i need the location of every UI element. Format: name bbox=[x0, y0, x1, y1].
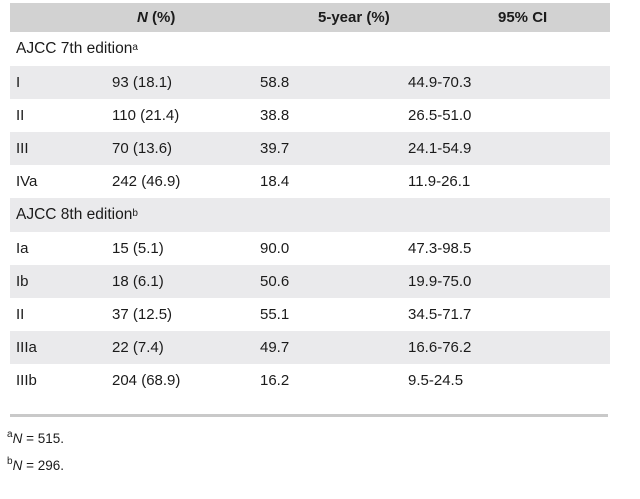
table-bottom-rule bbox=[10, 414, 608, 417]
staging-survival-table: N (%) 5-year (%) 95% CI AJCC 7th edition… bbox=[10, 3, 610, 397]
footnote-variable: N bbox=[12, 458, 23, 473]
table-row: Ia 15 (5.1) 90.0 47.3-98.5 bbox=[10, 232, 610, 265]
table-row: IIIa 22 (7.4) 49.7 16.6-76.2 bbox=[10, 331, 610, 364]
stage-cell: Ia bbox=[16, 240, 29, 257]
5year-cell: 58.8 bbox=[260, 74, 290, 91]
column-header-n: N (%) bbox=[112, 9, 260, 26]
5year-cell: 49.7 bbox=[260, 339, 290, 356]
ci-cell: 44.9-70.3 bbox=[408, 74, 472, 91]
footnote-text: = 296. bbox=[22, 458, 64, 473]
footnote-text: = 515. bbox=[22, 431, 64, 446]
column-header-n-variable: N bbox=[137, 9, 148, 26]
stage-cell: II bbox=[16, 306, 25, 323]
stage-cell: II bbox=[16, 107, 25, 124]
table-row: II 110 (21.4) 38.8 26.5-51.0 bbox=[10, 99, 610, 132]
stage-cell: Ib bbox=[16, 273, 29, 290]
stage-cell: IIIa bbox=[16, 339, 37, 356]
n-cell: 37 (12.5) bbox=[112, 306, 173, 323]
footnote-variable: N bbox=[12, 431, 23, 446]
n-cell: 93 (18.1) bbox=[112, 74, 173, 91]
section-title: AJCC 7th edition bbox=[16, 40, 133, 57]
ci-cell: 11.9-26.1 bbox=[408, 173, 471, 190]
column-header-5year: 5-year (%) bbox=[318, 9, 390, 26]
5year-cell: 38.8 bbox=[260, 107, 290, 124]
table-row: Ib 18 (6.1) 50.6 19.9-75.0 bbox=[10, 265, 610, 298]
ci-cell: 19.9-75.0 bbox=[408, 273, 472, 290]
table-row: I 93 (18.1) 58.8 44.9-70.3 bbox=[10, 66, 610, 99]
ci-cell: 24.1-54.9 bbox=[408, 140, 472, 157]
n-cell: 15 (5.1) bbox=[112, 240, 164, 257]
5year-cell: 16.2 bbox=[260, 372, 290, 389]
ci-cell: 26.5-51.0 bbox=[408, 107, 472, 124]
column-header-n-suffix: (%) bbox=[147, 9, 176, 26]
section-header-ajcc8: AJCC 8th edition b bbox=[10, 198, 610, 232]
5year-cell: 18.4 bbox=[260, 173, 290, 190]
section-header-ajcc7: AJCC 7th edition a bbox=[16, 40, 138, 57]
footnote-b: bN = 296. bbox=[7, 452, 640, 479]
n-cell: 18 (6.1) bbox=[112, 273, 164, 290]
stage-cell: IIIb bbox=[16, 372, 37, 389]
column-header-95ci: 95% CI bbox=[498, 9, 548, 26]
ci-cell: 34.5-71.7 bbox=[408, 306, 472, 323]
footnote-a: aN = 515. bbox=[7, 425, 640, 452]
n-cell: 204 (68.9) bbox=[112, 372, 181, 389]
section-title: AJCC 8th edition bbox=[16, 206, 133, 223]
ci-cell: 9.5-24.5 bbox=[408, 372, 464, 389]
table-row: IVa 242 (46.9) 18.4 11.9-26.1 bbox=[10, 165, 610, 198]
5year-cell: 55.1 bbox=[260, 306, 290, 323]
n-cell: 22 (7.4) bbox=[112, 339, 164, 356]
5year-cell: 90.0 bbox=[260, 240, 290, 257]
ci-cell: 47.3-98.5 bbox=[408, 240, 472, 257]
footnote-marker: a bbox=[7, 428, 13, 440]
stage-cell: I bbox=[16, 74, 21, 91]
stage-cell: IVa bbox=[16, 173, 38, 190]
table-row: IIIb 204 (68.9) 16.2 9.5-24.5 bbox=[10, 364, 610, 397]
table-row: III 70 (13.6) 39.7 24.1-54.9 bbox=[10, 132, 610, 165]
table-footnotes: aN = 515. bN = 296. bbox=[7, 425, 640, 479]
stage-cell: III bbox=[16, 140, 29, 157]
n-cell: 70 (13.6) bbox=[112, 140, 173, 157]
table-row: II 37 (12.5) 55.1 34.5-71.7 bbox=[10, 298, 610, 331]
5year-cell: 39.7 bbox=[260, 140, 290, 157]
footnote-marker: b bbox=[7, 455, 13, 467]
5year-cell: 50.6 bbox=[260, 273, 290, 290]
table-header-row: N (%) 5-year (%) 95% CI bbox=[10, 3, 610, 32]
n-cell: 242 (46.9) bbox=[112, 173, 181, 190]
n-cell: 110 (21.4) bbox=[112, 107, 180, 124]
ci-cell: 16.6-76.2 bbox=[408, 339, 472, 356]
